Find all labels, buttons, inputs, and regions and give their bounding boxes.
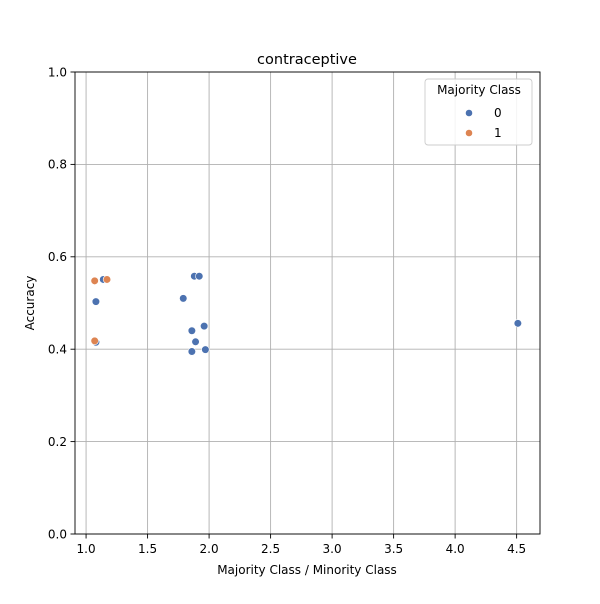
x-tick-label: 1.5 xyxy=(138,542,157,556)
y-tick-label: 0.2 xyxy=(48,435,67,449)
x-axis-ticks: 1.0 1.5 2.0 2.5 3.0 3.5 4.0 4.5 xyxy=(77,534,526,556)
chart-title: contraceptive xyxy=(257,52,357,68)
data-point-class-1 xyxy=(102,275,112,284)
x-axis-title: Majority Class / Minority Class xyxy=(217,563,397,577)
y-tick-label: 0.4 xyxy=(48,343,67,357)
x-tick-label: 1.0 xyxy=(77,542,96,556)
y-tick-label: 1.0 xyxy=(48,65,67,79)
data-point-class-0 xyxy=(513,319,522,328)
legend-marker-0 xyxy=(465,109,473,117)
y-axis-ticks: 0.0 0.2 0.4 0.6 0.8 1.0 xyxy=(48,65,75,541)
x-tick-label: 3.5 xyxy=(384,542,403,556)
legend-box xyxy=(424,78,533,146)
x-tick-label: 4.5 xyxy=(507,542,526,556)
legend: Majority Class 0 1 xyxy=(424,78,533,146)
legend-label-1: 1 xyxy=(494,126,502,140)
x-tick-label: 4.0 xyxy=(446,542,465,556)
data-point-class-0 xyxy=(91,297,101,306)
data-point-class-0 xyxy=(201,345,210,354)
x-tick-label: 3.0 xyxy=(323,542,342,556)
plot-frame xyxy=(74,71,541,535)
data-point-class-0 xyxy=(200,322,209,331)
y-tick-label: 0.6 xyxy=(48,250,67,264)
legend-title: Majority Class xyxy=(437,83,521,97)
y-axis-title: Accuracy xyxy=(23,276,37,331)
data-point-class-1 xyxy=(90,336,99,345)
data-point-class-0 xyxy=(191,337,200,346)
legend-label-0: 0 xyxy=(494,106,502,120)
data-point-class-0 xyxy=(187,347,196,356)
data-point-class-0 xyxy=(195,272,204,281)
data-points xyxy=(90,272,522,356)
x-tick-label: 2.0 xyxy=(200,542,219,556)
data-point-class-0 xyxy=(179,294,188,303)
data-point-class-1 xyxy=(90,276,99,285)
data-point-class-0 xyxy=(187,326,196,335)
legend-marker-1 xyxy=(465,129,473,137)
y-tick-label: 0.0 xyxy=(48,527,67,541)
y-tick-label: 0.8 xyxy=(48,158,67,172)
x-tick-label: 2.5 xyxy=(261,542,280,556)
